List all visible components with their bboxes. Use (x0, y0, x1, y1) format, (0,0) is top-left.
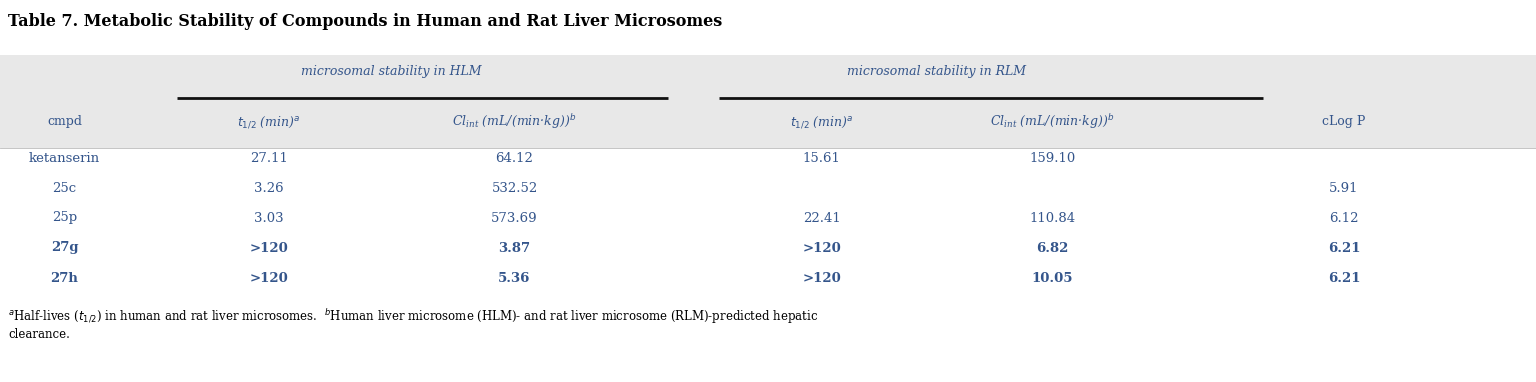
Text: 573.69: 573.69 (492, 212, 538, 225)
Text: >120: >120 (249, 241, 289, 254)
Text: 5.91: 5.91 (1329, 181, 1359, 194)
Text: microsomal stability in RLM: microsomal stability in RLM (848, 65, 1026, 78)
Text: 6.21: 6.21 (1327, 241, 1361, 254)
Text: 22.41: 22.41 (803, 212, 840, 225)
Text: cLog P: cLog P (1322, 115, 1366, 128)
Bar (0, 55, 1536, 148)
Text: cmpd: cmpd (48, 115, 81, 128)
Text: 3.87: 3.87 (499, 241, 530, 254)
Text: clearance.: clearance. (8, 328, 69, 341)
Text: 159.10: 159.10 (1029, 152, 1075, 165)
Text: 15.61: 15.61 (803, 152, 840, 165)
Text: microsomal stability in HLM: microsomal stability in HLM (301, 65, 482, 78)
Text: >120: >120 (249, 272, 289, 285)
Text: 3.26: 3.26 (253, 181, 284, 194)
Text: 25c: 25c (52, 181, 77, 194)
Text: Cl$_{\mathregular{int}}$ (mL/(min·kg))$^b$: Cl$_{\mathregular{int}}$ (mL/(min·kg))$^… (452, 113, 578, 131)
Text: 3.03: 3.03 (253, 212, 284, 225)
Text: 10.05: 10.05 (1031, 272, 1074, 285)
Text: $t_{1/2}$ (min)$^a$: $t_{1/2}$ (min)$^a$ (790, 114, 854, 130)
Text: 27.11: 27.11 (250, 152, 287, 165)
Text: 110.84: 110.84 (1029, 212, 1075, 225)
Text: 5.36: 5.36 (498, 272, 531, 285)
Text: $t_{1/2}$ (min)$^a$: $t_{1/2}$ (min)$^a$ (237, 114, 301, 130)
Text: $^a$Half-lives ($t_{1/2}$) in human and rat liver microsomes.  $^b$Human liver m: $^a$Half-lives ($t_{1/2}$) in human and … (8, 308, 819, 326)
Text: 6.12: 6.12 (1329, 212, 1359, 225)
Text: Table 7. Metabolic Stability of Compounds in Human and Rat Liver Microsomes: Table 7. Metabolic Stability of Compound… (8, 13, 722, 31)
Text: 25p: 25p (52, 212, 77, 225)
Text: >120: >120 (802, 272, 842, 285)
Text: ketanserin: ketanserin (29, 152, 100, 165)
Text: >120: >120 (802, 241, 842, 254)
Text: 27h: 27h (51, 272, 78, 285)
Text: 64.12: 64.12 (496, 152, 533, 165)
Text: Cl$_{\mathregular{int}}$ (mL/(min·kg))$^b$: Cl$_{\mathregular{int}}$ (mL/(min·kg))$^… (989, 113, 1115, 131)
Text: 6.21: 6.21 (1327, 272, 1361, 285)
Text: 532.52: 532.52 (492, 181, 538, 194)
Text: 27g: 27g (51, 241, 78, 254)
Text: 6.82: 6.82 (1035, 241, 1069, 254)
